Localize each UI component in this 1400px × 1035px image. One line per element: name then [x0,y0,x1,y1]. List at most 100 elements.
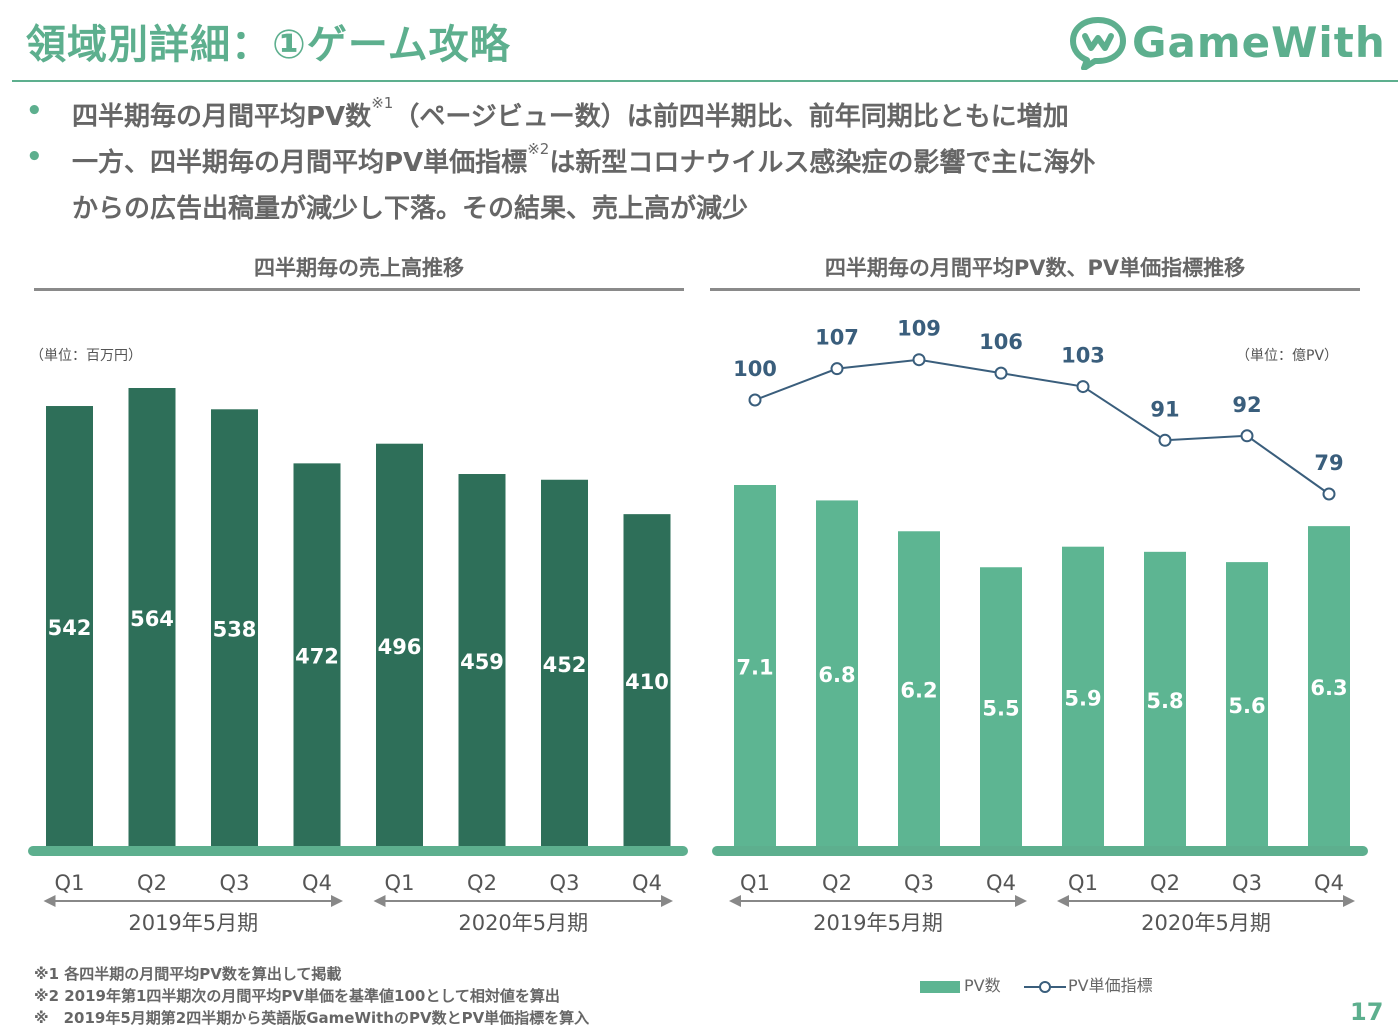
pv-xtick-q1-0: Q1 [740,871,770,895]
pv-index-point-6 [1240,429,1254,443]
pv-index-label-6: 92 [1232,393,1261,417]
bullet-3-text: からの広告出稿量が減少し下落。その結果、売上高が減少 [72,194,749,224]
bullet-1-text: 四半期毎の月間平均PV数 [72,102,372,132]
footnote-1: ※1 各四半期の月間平均PV数を算出して掲載 [34,965,342,983]
pv-bar-7 [1308,526,1350,850]
pv-bar-label-5: 5.8 [1146,689,1183,713]
revenue-bar-6 [541,479,588,850]
page-title: 領域別詳細：①ゲーム攻略 [26,22,511,68]
footnote-3: ※ 2019年5月期第2四半期から英語版GameWithのPV数とPV単価指標を… [34,1009,590,1027]
pv-bar-label-7: 6.3 [1310,676,1347,700]
pv-group-arrow-right-0 [1015,895,1027,907]
pv-index-label-2: 109 [897,317,941,341]
bullet-1-note: ※1 [371,94,394,112]
revenue-bar-label-4: 496 [378,635,422,659]
pv-bar-label-6: 5.6 [1228,694,1265,718]
revenue-bar-label-6: 452 [543,653,587,677]
bullet-2-note: ※2 [527,140,550,158]
pv-index-point-1 [830,362,844,376]
bullet-1-rest: （ページビュー数）は前四半期比、前年同期比ともに増加 [393,102,1069,132]
pv-index-label-5: 91 [1150,397,1179,421]
pv-bar-label-3: 5.5 [982,697,1019,721]
revenue-bar-label-1: 564 [130,607,174,631]
pv-bar-5 [1144,551,1186,850]
pv-group-label-1: 2020年5月期 [1141,911,1271,935]
revenue-group-label-1: 2020年5月期 [458,911,588,935]
legend-index: PV単価指標 [1024,972,1153,996]
pv-bar-label-1: 6.8 [818,663,855,687]
revenue-bar-5 [458,474,506,850]
pv-xtick-q3-2: Q3 [904,871,934,895]
legend-index-swatch [1024,980,1066,993]
pv-group-arrow-left-1 [1057,895,1069,907]
bullet-dot: • [26,96,43,126]
pv-index-point-7 [1322,487,1336,501]
pv-baseline [712,846,1368,856]
pv-bar-label-0: 7.1 [736,656,773,680]
pv-group-arrow-left-0 [729,895,741,907]
pv-xtick-q2-1: Q2 [822,871,852,895]
pv-bar-4 [1062,546,1104,850]
revenue-xtick-q4-3: Q4 [302,871,332,895]
revenue-group-arrow-left-1 [373,895,386,907]
header-divider [12,80,1398,82]
revenue-bar-0 [46,406,93,850]
pv-bar-6 [1226,562,1268,850]
revenue-bar-label-3: 472 [295,645,339,669]
revenue-chart: 542 564 538 472 496 459 452 410 Q1 Q2 Q3 Q4 Q1 Q2 Q3 Q4… [28,388,688,935]
revenue-group-arrow-right-1 [661,895,673,907]
revenue-xtick-q3-6: Q3 [550,871,580,895]
gamewith-logo-icon [1070,17,1126,71]
revenue-xtick-q2-1: Q2 [137,871,167,895]
pv-index-label-7: 79 [1314,451,1343,475]
pv-xtick-q3-6: Q3 [1232,871,1262,895]
revenue-bar-1 [128,388,176,850]
revenue-xtick-q4-7: Q4 [632,871,662,895]
pv-index-point-3 [994,366,1008,380]
page-number: 17 [1350,998,1384,1026]
pv-index-line [754,358,1330,495]
pv-index-label-3: 106 [979,330,1023,354]
pv-bar-3 [980,567,1022,850]
legend-pv-label: PV数 [964,976,1001,995]
charts-canvas: 542 564 538 472 496 459 452 410 Q1 Q2 Q3 Q4 Q1 Q2 Q3 Q4… [28,317,1368,935]
pv-chart-title: 四半期毎の月間平均PV数、PV単価指標推移 [824,256,1246,280]
revenue-bar-4 [376,443,423,850]
pv-bar-1 [816,500,858,850]
footnote-2: ※2 2019年第1四半期次の月間平均PV単価を基準値100として相対値を算出 [34,987,560,1005]
revenue-bar-label-2: 538 [213,618,257,642]
legend-pv: PV数 [920,972,1001,996]
revenue-unit-label: （単位：百万円） [30,348,142,364]
pv-bar-label-2: 6.2 [900,679,937,703]
pv-index-point-4 [1076,380,1090,394]
pv-chart: 7.1 6.8 6.2 5.5 5.9 5.8 5.6 6.3 100 107 109 106 103 9… [712,317,1368,935]
logo-wordmark: GameWith [1132,18,1386,67]
pv-bar-0 [734,485,776,850]
bullet-dot: • [26,142,43,172]
pv-group-label-0: 2019年5月期 [813,911,943,935]
pv-unit-label: （単位：億PV） [1236,348,1339,364]
revenue-group-label-0: 2019年5月期 [128,911,258,935]
pv-xtick-q1-4: Q1 [1068,871,1098,895]
pv-xtick-q2-5: Q2 [1150,871,1180,895]
pv-index-label-0: 100 [733,357,777,381]
revenue-xtick-q3-2: Q3 [220,871,250,895]
revenue-bar-7 [623,514,671,850]
revenue-xtick-q2-5: Q2 [467,871,497,895]
pv-xtick-q4-7: Q4 [1314,871,1344,895]
revenue-bar-label-5: 459 [460,650,504,674]
pv-index-label-4: 103 [1061,344,1105,368]
revenue-bar-label-0: 542 [48,616,92,640]
pv-index-point-5 [1158,433,1172,447]
pv-title-rule [710,288,1360,291]
revenue-title-rule [34,288,684,291]
revenue-xtick-q1-0: Q1 [55,871,85,895]
bullet-2-text: 一方、四半期毎の月間平均PV単価指標 [72,148,528,178]
revenue-group-arrow-left-0 [43,895,56,907]
pv-group-arrow-right-1 [1343,895,1355,907]
pv-bar-label-4: 5.9 [1064,686,1101,710]
revenue-baseline [28,846,688,856]
pv-bar-2 [898,531,940,850]
pv-index-point-2 [912,353,926,367]
revenue-bar-2 [211,409,258,850]
